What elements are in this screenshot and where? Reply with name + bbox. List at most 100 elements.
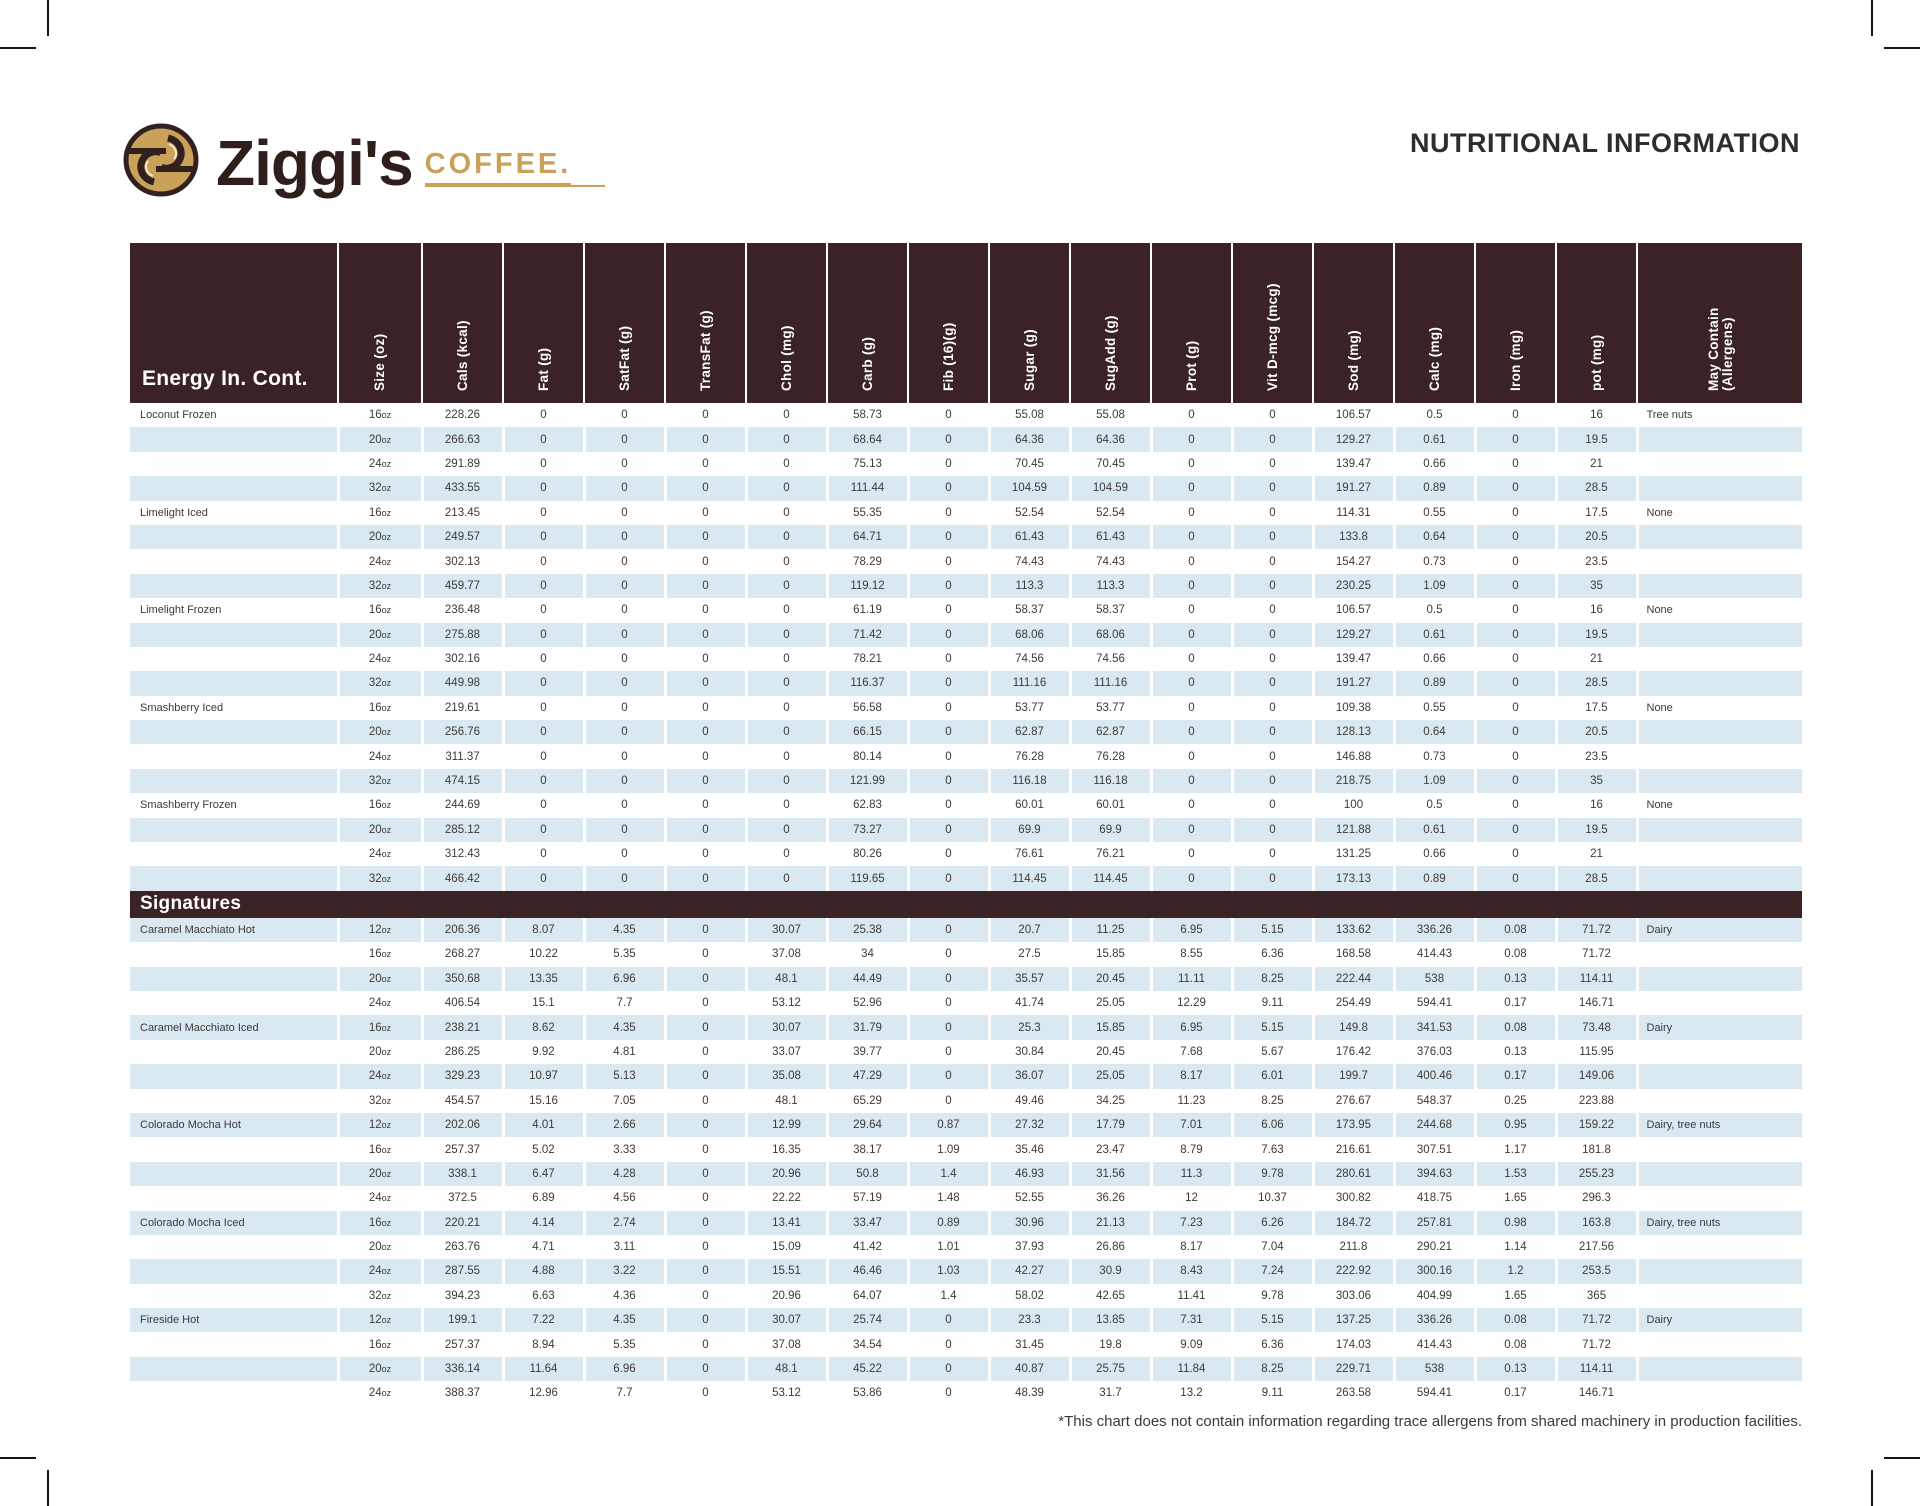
size-cell: 24oz bbox=[336, 549, 422, 574]
allergen-cell bbox=[1635, 1161, 1802, 1187]
value-cell: 302.13 bbox=[420, 549, 503, 574]
table-row: 16oz 257.37 5.02 3.33 0 16.35 38.17 1.09 35.46 23… bbox=[130, 1137, 1802, 1162]
allergen-cell bbox=[1635, 671, 1802, 696]
value-cell: 33.47 bbox=[825, 1210, 908, 1235]
value-cell: 0 bbox=[744, 671, 827, 696]
value-cell: 372.5 bbox=[420, 1186, 503, 1211]
value-cell: 0 bbox=[582, 500, 665, 525]
coffee-swirl-badge-icon bbox=[122, 122, 200, 203]
size-cell: 32oz bbox=[336, 1088, 422, 1113]
value-cell: 12.96 bbox=[501, 1381, 584, 1406]
value-cell: 80.14 bbox=[825, 744, 908, 769]
value-cell: 31.56 bbox=[1068, 1161, 1151, 1187]
value-cell: 388.37 bbox=[420, 1381, 503, 1406]
column-header-label: May Contain (Allergens) bbox=[1706, 307, 1735, 391]
value-cell: 17.5 bbox=[1554, 695, 1637, 721]
column-header-label: pot (mg) bbox=[1588, 334, 1604, 391]
value-cell: 256.76 bbox=[420, 720, 503, 745]
drink-name-cell bbox=[130, 1259, 338, 1284]
value-cell: 0 bbox=[906, 500, 989, 525]
value-cell: 4.14 bbox=[501, 1210, 584, 1235]
drink-name-cell bbox=[130, 866, 338, 891]
value-cell: 6.01 bbox=[1230, 1064, 1313, 1089]
value-cell: 290.21 bbox=[1392, 1234, 1475, 1260]
value-cell: 11.84 bbox=[1149, 1356, 1232, 1382]
value-cell: 0 bbox=[1473, 793, 1556, 818]
value-cell: 146.71 bbox=[1554, 1381, 1637, 1406]
value-cell: 0 bbox=[1230, 476, 1313, 501]
drink-name-cell: Colorado Mocha Hot bbox=[130, 1112, 338, 1138]
value-cell: 0.08 bbox=[1473, 1332, 1556, 1357]
value-cell: 21 bbox=[1554, 842, 1637, 867]
value-cell: 0 bbox=[1149, 817, 1232, 843]
value-cell: 4.35 bbox=[582, 1015, 665, 1040]
value-cell: 47.29 bbox=[825, 1064, 908, 1089]
value-cell: 0 bbox=[906, 598, 989, 623]
value-cell: 329.23 bbox=[420, 1064, 503, 1089]
value-cell: 0 bbox=[582, 842, 665, 867]
allergen-cell bbox=[1635, 866, 1802, 891]
value-cell: 0 bbox=[744, 817, 827, 843]
table-row: 20oz 285.12 0 0 0 0 73.27 0 69.9 69.9 0 0 121.88 0.61… bbox=[130, 817, 1802, 843]
value-cell: 53.86 bbox=[825, 1381, 908, 1406]
value-cell: 406.54 bbox=[420, 990, 503, 1016]
brand-name: Ziggi's bbox=[216, 126, 414, 199]
value-cell: 0 bbox=[501, 476, 584, 501]
drink-name-cell: Limelight Iced bbox=[140, 506, 208, 519]
value-cell: 0 bbox=[1230, 427, 1313, 452]
size-cell: 24oz bbox=[336, 646, 422, 672]
drink-name-cell bbox=[130, 427, 338, 452]
value-cell: 74.56 bbox=[987, 646, 1070, 672]
value-cell: 0 bbox=[1149, 524, 1232, 550]
value-cell: 114.11 bbox=[1554, 966, 1637, 991]
allergen-footnote: *This chart does not contain information… bbox=[1058, 1412, 1802, 1430]
value-cell: 12 bbox=[1149, 1186, 1232, 1211]
value-cell: 6.89 bbox=[501, 1186, 584, 1211]
allergen-cell bbox=[1635, 476, 1802, 501]
value-cell: 23.47 bbox=[1068, 1137, 1151, 1162]
value-cell: 350.68 bbox=[420, 966, 503, 991]
value-cell: 17.5 bbox=[1554, 500, 1637, 525]
value-cell: 376.03 bbox=[1392, 1039, 1475, 1065]
value-cell: 238.21 bbox=[420, 1015, 503, 1040]
value-cell: 0 bbox=[582, 427, 665, 452]
value-cell: 7.7 bbox=[582, 1381, 665, 1406]
value-cell: 119.12 bbox=[825, 573, 908, 599]
value-cell: 25.38 bbox=[825, 917, 908, 943]
value-cell: 0 bbox=[744, 549, 827, 574]
table-row: 32oz 394.23 6.63 4.36 0 20.96 64.07 1.4 58.02 42.… bbox=[130, 1283, 1802, 1309]
drink-name-cell bbox=[130, 573, 338, 599]
size-cell: 32oz bbox=[336, 768, 422, 794]
value-cell: 16.35 bbox=[744, 1137, 827, 1162]
value-cell: 394.63 bbox=[1392, 1161, 1475, 1187]
value-cell: 0 bbox=[1473, 403, 1556, 428]
drink-name-cell: Smashberry Frozen bbox=[140, 799, 237, 812]
table-row: Colorado Mocha Iced 16oz 220.21 4.14 2.74 0 13… bbox=[130, 1210, 1802, 1235]
value-cell: 0 bbox=[582, 403, 665, 428]
value-cell: 71.72 bbox=[1554, 1332, 1637, 1357]
value-cell: 1.01 bbox=[906, 1234, 989, 1260]
value-cell: 211.8 bbox=[1311, 1234, 1394, 1260]
value-cell: 69.9 bbox=[1068, 817, 1151, 843]
value-cell: 35.57 bbox=[987, 966, 1070, 991]
value-cell: 0 bbox=[501, 500, 584, 525]
value-cell: 8.17 bbox=[1149, 1064, 1232, 1089]
value-cell: 7.68 bbox=[1149, 1039, 1232, 1065]
value-cell: 0 bbox=[1473, 744, 1556, 769]
value-cell: 0 bbox=[582, 549, 665, 574]
value-cell: 15.09 bbox=[744, 1234, 827, 1260]
value-cell: 0 bbox=[906, 671, 989, 696]
value-cell: 0 bbox=[744, 573, 827, 599]
value-cell: 0 bbox=[906, 793, 989, 818]
value-cell: 27.5 bbox=[987, 942, 1070, 967]
table-row: 32oz 474.15 0 0 0 0 121.99 0 116.18 116.18 0 0 218.7… bbox=[130, 768, 1802, 794]
value-cell: 0.89 bbox=[1392, 476, 1475, 501]
allergen-cell bbox=[1635, 1356, 1802, 1382]
value-cell: 1.09 bbox=[1392, 768, 1475, 794]
value-cell: 0.61 bbox=[1392, 427, 1475, 452]
value-cell: 0 bbox=[663, 793, 746, 818]
value-cell: 9.78 bbox=[1230, 1161, 1313, 1187]
size-cell: 16oz bbox=[336, 1210, 422, 1235]
value-cell: 111.16 bbox=[987, 671, 1070, 696]
column-header-energy-in-cont: Energy In. Cont. bbox=[130, 243, 338, 403]
